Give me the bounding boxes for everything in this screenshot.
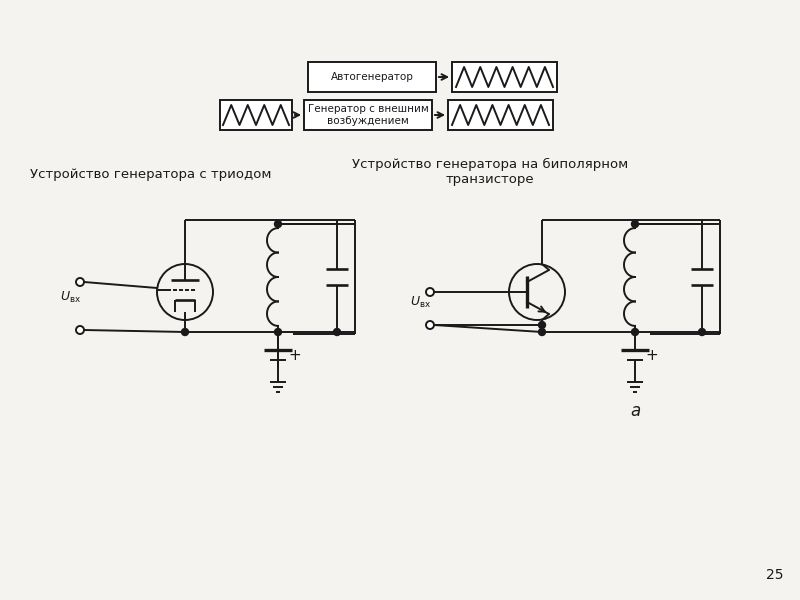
Circle shape: [76, 326, 84, 334]
Text: Генератор с внешним
возбуждением: Генератор с внешним возбуждением: [308, 104, 428, 126]
Circle shape: [76, 278, 84, 286]
Bar: [308, 62, 436, 92]
Bar: [452, 62, 557, 92]
Circle shape: [538, 322, 546, 329]
Circle shape: [426, 321, 434, 329]
Text: а: а: [630, 402, 640, 420]
Circle shape: [334, 329, 341, 335]
Circle shape: [631, 220, 638, 227]
Text: Автогенератор: Автогенератор: [330, 72, 414, 82]
Bar: [304, 100, 432, 130]
Text: $U_{\rm вх}$: $U_{\rm вх}$: [410, 295, 431, 310]
Circle shape: [274, 220, 282, 227]
Text: Устройство генератора на биполярном
транзисторе: Устройство генератора на биполярном тран…: [352, 158, 628, 186]
Bar: [220, 100, 292, 130]
Text: +: +: [288, 347, 301, 362]
Circle shape: [631, 329, 638, 335]
Circle shape: [426, 288, 434, 296]
Circle shape: [538, 329, 546, 335]
Circle shape: [182, 329, 189, 335]
Text: Устройство генератора с триодом: Устройство генератора с триодом: [30, 168, 271, 181]
Text: 25: 25: [766, 568, 784, 582]
Circle shape: [698, 329, 706, 335]
Bar: [448, 100, 553, 130]
Circle shape: [274, 329, 282, 335]
Text: +: +: [645, 347, 658, 362]
Text: $U_{\rm вх}$: $U_{\rm вх}$: [60, 289, 81, 305]
